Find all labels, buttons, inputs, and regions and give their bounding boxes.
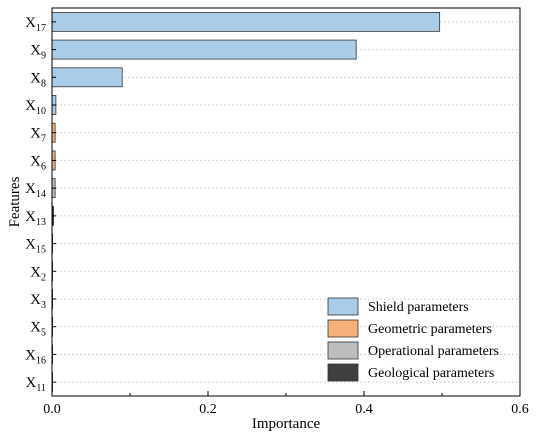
y-tick-label: X13 (25, 209, 46, 228)
plot-frame (51, 7, 521, 397)
y-tick-label: X5 (30, 320, 46, 339)
legend-swatch-shield (327, 297, 359, 316)
x-tick-label: 0.2 (199, 402, 217, 417)
legend-label-shield: Shield parameters (368, 300, 469, 315)
y-tick-label: X16 (25, 347, 46, 366)
legend: Shield parameters Geometric parameters Ope… (327, 297, 499, 382)
x-axis-title: Importance (252, 416, 321, 432)
bar-x8 (51, 67, 123, 88)
y-tick-label: X6 (30, 153, 46, 172)
y-axis: X17 X9 X8 X10 X7 X6 X14 X13 X15 X2 X3 X5 X16 X11 (25, 15, 56, 394)
y-tick-label: X11 (26, 375, 46, 394)
legend-label-geometric: Geometric parameters (368, 322, 492, 337)
x-tick-label: 0.6 (511, 402, 529, 417)
y-tick-label: X2 (30, 264, 46, 283)
legend-label-geological: Geological parameters (368, 366, 494, 381)
y-tick-label: X17 (25, 15, 46, 34)
legend-swatch-geological (327, 363, 359, 382)
y-tick-label: X14 (25, 181, 46, 200)
y-axis-title: Features (7, 176, 23, 227)
y-tick-label: X15 (25, 237, 46, 256)
y-tick-label: X10 (25, 98, 46, 117)
legend-swatch-geometric (327, 319, 359, 338)
legend-swatch-operational (327, 341, 359, 360)
x-tick-label: 0.0 (43, 402, 61, 417)
y-tick-label: X8 (30, 70, 46, 89)
y-tick-label: X9 (30, 43, 46, 62)
bar-x9 (51, 39, 357, 60)
x-axis: 0.0 0.2 0.4 0.6 (43, 391, 529, 417)
y-tick-label: X3 (30, 292, 46, 311)
y-tick-label: X7 (30, 126, 46, 145)
bar-x17 (51, 11, 441, 32)
x-tick-label: 0.4 (355, 402, 373, 417)
legend-label-operational: Operational parameters (368, 344, 499, 359)
